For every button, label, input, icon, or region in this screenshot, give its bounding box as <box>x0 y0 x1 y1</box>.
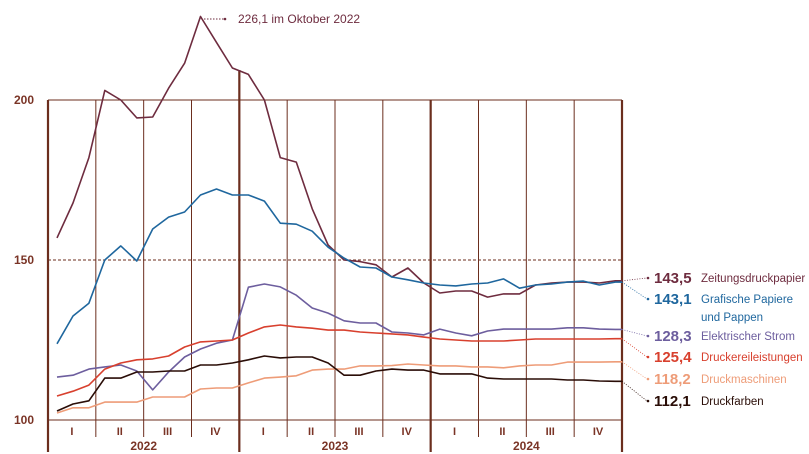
quarter-label: III <box>163 426 172 438</box>
legend-leader <box>621 380 648 402</box>
legend-leader <box>621 361 648 380</box>
legend-label: Grafische Papiere <box>701 294 793 306</box>
legend-value: 118,2 <box>654 371 691 388</box>
quarter-label: I <box>453 426 456 438</box>
series-line-elektrischer-strom <box>56 283 622 391</box>
legend-leader <box>621 277 648 282</box>
series-line-druckmaschinen <box>56 360 622 414</box>
quarter-label: II <box>499 426 505 438</box>
legend-leader <box>621 329 648 337</box>
quarter-label: IV <box>402 426 413 438</box>
legend-dot <box>646 334 650 338</box>
legend-label: Druckereileistungen <box>701 352 803 364</box>
y-tick-label: 200 <box>14 93 34 107</box>
y-tick-label: 150 <box>14 253 34 267</box>
legend-value: 125,4 <box>654 349 692 366</box>
legend-value: 112,1 <box>654 393 691 410</box>
year-label: 2022 <box>130 439 157 453</box>
quarter-label: II <box>308 426 314 438</box>
quarter-label: II <box>117 426 123 438</box>
y-tick-label: 100 <box>14 413 34 427</box>
legend-dot <box>646 276 650 280</box>
quarter-label: IV <box>593 426 604 438</box>
legend-value: 143,5 <box>654 270 692 287</box>
legend-label: Zeitungsdruckpapier <box>701 273 805 285</box>
quarter-label: I <box>262 426 265 438</box>
legend-dot <box>646 377 650 381</box>
year-label: 2023 <box>322 439 349 453</box>
legend-leader <box>621 281 648 300</box>
legend-label: Elektrischer Strom <box>701 331 795 343</box>
series-line-druckfarben <box>56 355 622 412</box>
legend: 143,5 Zeitungsdruckpapier 143,1 Grafische P… <box>621 270 805 410</box>
legend-value: 128,3 <box>654 328 692 345</box>
legend-dot <box>646 297 650 301</box>
legend-label: Druckfarben <box>701 396 764 408</box>
quarter-label: IV <box>210 426 221 438</box>
legend-dot <box>646 355 650 359</box>
year-label: 2024 <box>513 439 540 453</box>
quarter-label: III <box>354 426 363 438</box>
peak-annotation: 226,1 im Oktober 2022 <box>204 12 360 26</box>
legend-label: Druckmaschinen <box>701 374 787 386</box>
legend-value: 143,1 <box>654 291 692 308</box>
series-line-druckereileistungen <box>56 324 622 397</box>
quarter-label: III <box>546 426 555 438</box>
annotation-dot <box>223 17 227 21</box>
annotation-text: 226,1 im Oktober 2022 <box>238 12 360 26</box>
series-line-grafische-papiere-und-pappen <box>56 188 622 345</box>
legend-dot <box>646 399 650 403</box>
y-axis-ticks: 100 150 200 <box>14 93 34 427</box>
legend-label: und Pappen <box>701 312 763 324</box>
grid <box>46 70 624 452</box>
series-lines <box>56 15 622 414</box>
quarter-label: I <box>70 426 73 438</box>
legend-leader <box>621 338 648 358</box>
